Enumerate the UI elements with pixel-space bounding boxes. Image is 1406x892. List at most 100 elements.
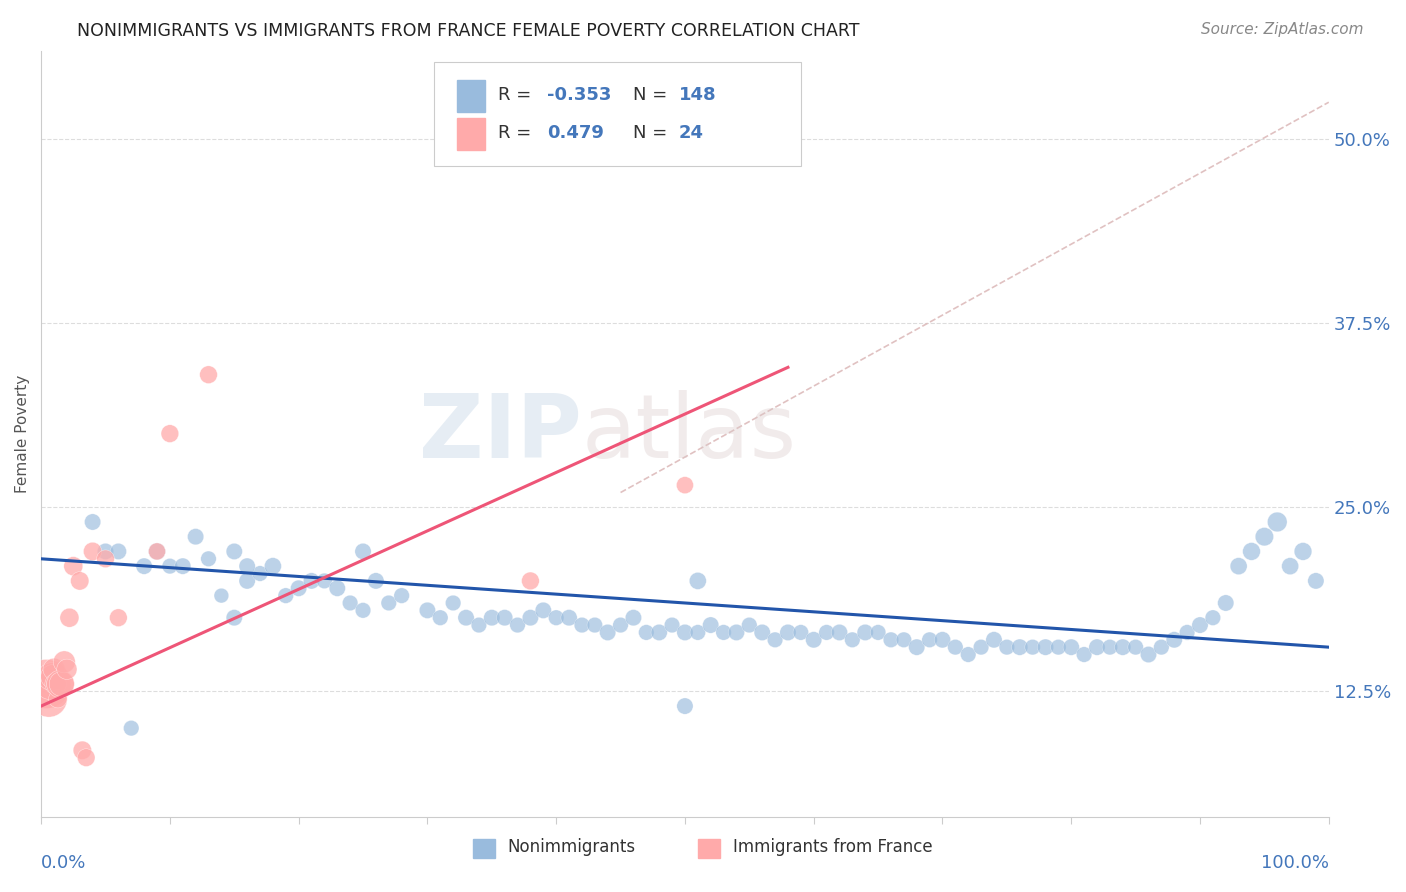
Point (45, 677, 67, 691)
Point (481, 610, 503, 624)
Point (803, 632, 825, 647)
Point (738, 618, 761, 632)
Point (531, 603, 554, 617)
Point (326, 581, 349, 595)
Point (301, 574, 323, 588)
Point (1035, 640, 1057, 655)
Point (46, 691, 69, 706)
Point (391, 589, 413, 603)
Point (558, 610, 581, 624)
Point (546, 610, 568, 624)
Point (1227, 559, 1250, 574)
Point (673, 625, 696, 640)
Point (673, 478, 696, 492)
Point (661, 618, 683, 632)
Point (918, 632, 941, 647)
Point (146, 544, 169, 558)
Point (609, 618, 631, 632)
Point (931, 632, 953, 647)
Point (1305, 574, 1327, 588)
Point (339, 596, 361, 610)
Point (75, 750, 97, 764)
Point (287, 581, 309, 595)
FancyBboxPatch shape (434, 62, 801, 166)
Point (62, 559, 84, 574)
Point (1021, 640, 1043, 655)
Point (776, 625, 799, 640)
Point (441, 596, 464, 610)
Point (880, 632, 903, 647)
Point (378, 596, 401, 610)
Point (364, 574, 387, 588)
Point (868, 625, 890, 640)
Point (454, 610, 477, 624)
Point (159, 559, 181, 574)
Point (1137, 648, 1160, 662)
Text: R =: R = (498, 124, 543, 143)
Point (1188, 618, 1211, 632)
Point (82, 544, 104, 558)
Point (1085, 640, 1108, 655)
Point (249, 566, 271, 581)
Point (893, 632, 915, 647)
Point (197, 551, 219, 566)
Text: ZIP: ZIP (419, 390, 582, 477)
Text: 0.0%: 0.0% (41, 854, 87, 872)
Point (94, 544, 117, 558)
Point (673, 699, 696, 714)
Point (648, 625, 671, 640)
Point (905, 640, 928, 655)
Point (686, 574, 709, 588)
Point (236, 559, 259, 574)
Text: 148: 148 (679, 87, 716, 104)
Text: -0.353: -0.353 (547, 87, 612, 104)
Text: 0.479: 0.479 (547, 124, 605, 143)
Point (1112, 640, 1135, 655)
Point (184, 530, 207, 544)
Point (53, 655, 76, 669)
Point (1060, 640, 1083, 655)
Point (224, 544, 246, 558)
Point (1073, 648, 1095, 662)
Point (763, 632, 786, 647)
Point (815, 625, 838, 640)
Point (519, 610, 541, 624)
Point (468, 618, 491, 632)
Point (494, 610, 516, 624)
Point (236, 574, 259, 588)
Point (159, 426, 181, 441)
Point (596, 625, 619, 640)
Point (571, 618, 593, 632)
Point (49, 677, 72, 691)
Point (35, 677, 58, 691)
Text: Nonimmigrants: Nonimmigrants (508, 838, 636, 855)
Point (1047, 640, 1070, 655)
Point (274, 589, 297, 603)
Point (262, 559, 284, 574)
Point (107, 544, 129, 558)
Point (623, 610, 645, 624)
Point (1150, 640, 1173, 655)
Text: 24: 24 (679, 124, 703, 143)
Point (970, 640, 993, 655)
Point (44, 677, 66, 691)
Bar (457, 79, 485, 112)
Point (107, 610, 129, 624)
Point (519, 574, 541, 588)
Point (686, 625, 709, 640)
Point (429, 610, 451, 624)
Point (172, 559, 194, 574)
Point (583, 618, 606, 632)
Point (1098, 640, 1121, 655)
Bar (457, 118, 485, 150)
Point (751, 625, 773, 640)
Point (82, 515, 104, 529)
Point (943, 640, 966, 655)
Text: atlas: atlas (582, 390, 797, 477)
Y-axis label: Female Poverty: Female Poverty (15, 375, 30, 492)
Text: Source: ZipAtlas.com: Source: ZipAtlas.com (1201, 22, 1364, 37)
Point (146, 544, 169, 558)
Point (1240, 544, 1263, 558)
Point (1215, 596, 1237, 610)
Point (41, 670, 63, 684)
